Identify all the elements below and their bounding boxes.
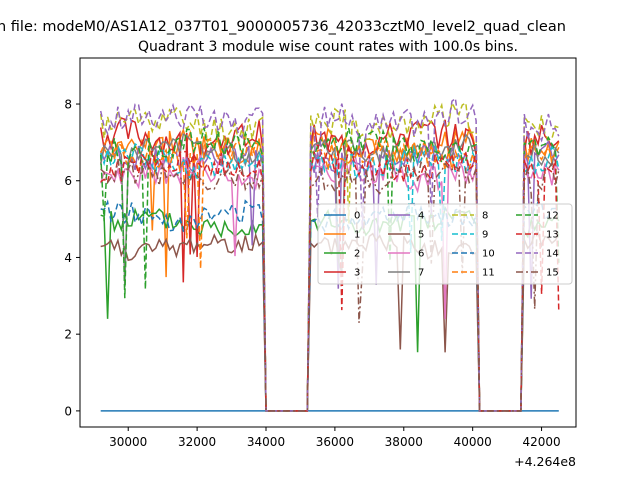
- chart-title: Quadrant 3 module wise count rates with …: [138, 39, 518, 55]
- x-tick-label: 42000: [522, 435, 560, 449]
- x-offset-label: +4.264e8: [514, 454, 576, 469]
- legend-label: 4: [418, 211, 424, 222]
- x-tick-label: 32000: [178, 435, 216, 449]
- legend-box: [317, 203, 573, 285]
- legend-label: 15: [546, 268, 559, 279]
- x-tick-label: 36000: [316, 435, 354, 449]
- legend-label: 9: [482, 230, 488, 241]
- y-axis: 0 2 4 6 8: [64, 98, 80, 418]
- legend-label: 1: [354, 230, 360, 241]
- legend-label: 10: [482, 249, 495, 260]
- legend-label: 2: [354, 249, 360, 260]
- y-tick-label: 6: [64, 174, 72, 188]
- series-line-15: [100, 157, 560, 412]
- figure-suptitle: n file: modeM0/AS1A12_037T01_9000005736_…: [0, 19, 566, 35]
- x-tick-label: 34000: [247, 435, 285, 449]
- legend-label: 13: [546, 230, 559, 241]
- x-tick-label: 30000: [109, 435, 147, 449]
- y-tick-label: 2: [64, 328, 72, 342]
- x-tick-label: 40000: [454, 435, 492, 449]
- y-tick-label: 4: [64, 251, 72, 265]
- legend-label: 3: [354, 268, 360, 279]
- legend-label: 11: [482, 268, 495, 279]
- legend-label: 0: [354, 211, 360, 222]
- legend-label: 12: [546, 211, 559, 222]
- legend-label: 5: [418, 230, 424, 241]
- legend-label: 7: [418, 268, 424, 279]
- series-line-8: [99, 100, 560, 412]
- y-tick-label: 0: [64, 404, 72, 418]
- x-axis: 30000 32000 34000 36000 38000 40000 42000: [109, 427, 561, 449]
- y-tick-label: 8: [64, 98, 72, 112]
- legend-label: 14: [546, 249, 559, 260]
- legend-label: 8: [482, 211, 488, 222]
- x-tick-label: 38000: [385, 435, 423, 449]
- legend-label: 6: [418, 249, 424, 260]
- series-line-14: [99, 97, 560, 412]
- plot-frame: [79, 57, 577, 428]
